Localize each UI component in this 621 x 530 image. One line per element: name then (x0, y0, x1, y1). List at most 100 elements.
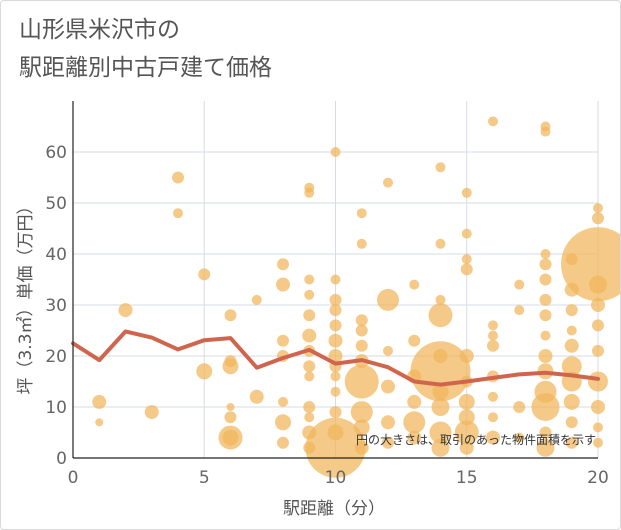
data-point (277, 334, 289, 347)
data-point (514, 279, 525, 290)
y-axis-label: 坪（3.3㎡）単価（万円） (16, 197, 36, 394)
data-point (591, 298, 605, 312)
data-point (277, 436, 289, 449)
data-point (344, 364, 379, 399)
data-point (304, 371, 315, 382)
data-point (277, 258, 289, 271)
data-point (540, 249, 551, 259)
chart-title-line2: 駅距離別中古戸建て価格 (19, 55, 272, 81)
data-point (303, 309, 316, 322)
data-point (565, 416, 578, 429)
data-point (329, 319, 342, 332)
data-point (354, 440, 369, 455)
data-point (410, 341, 471, 402)
data-point (328, 333, 343, 348)
data-point (593, 203, 603, 214)
data-point (198, 268, 211, 281)
data-point (275, 414, 291, 431)
data-point (356, 208, 367, 219)
data-point (539, 309, 552, 322)
data-point (330, 371, 341, 382)
data-point (539, 258, 552, 271)
data-point (428, 303, 453, 328)
data-point (540, 330, 551, 341)
tick-labels: 0 5 10 15 20 0 10 20 30 40 50 60 (45, 143, 608, 488)
data-point (304, 289, 315, 300)
data-point (564, 338, 579, 353)
data-point (328, 349, 343, 363)
data-point (593, 422, 603, 433)
data-point (304, 274, 315, 285)
data-point (539, 273, 552, 286)
y-tick-label: 0 (56, 449, 67, 469)
data-point (403, 411, 426, 434)
data-point (539, 426, 552, 439)
x-axis-label: 駅距離（分） (283, 499, 385, 519)
data-point (514, 432, 525, 443)
data-point (429, 421, 452, 444)
data-point (454, 420, 479, 445)
data-point (407, 394, 422, 409)
data-point (461, 228, 472, 239)
data-point (592, 344, 604, 357)
data-point (592, 212, 604, 225)
data-point (330, 274, 341, 285)
data-point (593, 437, 603, 448)
data-point (488, 330, 498, 341)
y-tick-label: 10 (45, 398, 67, 418)
data-point (304, 412, 315, 423)
data-point (224, 309, 237, 322)
data-point (539, 293, 552, 306)
x-tick-label: 20 (587, 468, 609, 488)
data-point (435, 162, 446, 173)
data-point (330, 147, 341, 157)
data-point (353, 419, 370, 436)
data-point (383, 177, 393, 188)
data-point (249, 389, 264, 404)
data-point (513, 401, 526, 413)
trend-line-layer (71, 329, 600, 387)
data-point (304, 187, 315, 198)
data-point (534, 380, 557, 403)
data-point (381, 379, 395, 394)
data-point (381, 415, 395, 430)
data-point (355, 339, 368, 352)
data-point (383, 345, 393, 356)
data-point (540, 126, 551, 137)
data-point (588, 371, 608, 392)
data-point (377, 288, 399, 311)
data-point (329, 406, 342, 419)
data-point (564, 282, 579, 297)
data-point (118, 303, 133, 318)
data-point (458, 409, 475, 426)
data-point (488, 391, 498, 402)
data-point (409, 279, 420, 290)
y-tick-label: 40 (45, 245, 67, 265)
data-point (303, 401, 316, 413)
y-tick-label: 30 (45, 296, 67, 316)
data-point (487, 339, 499, 352)
data-point (538, 349, 553, 363)
data-point (431, 398, 450, 416)
data-point (222, 429, 239, 446)
y-tick-label: 50 (45, 194, 67, 214)
data-point (458, 393, 475, 410)
data-point (460, 263, 473, 276)
data-point (592, 319, 604, 332)
data-point (461, 254, 472, 265)
data-point (224, 355, 237, 368)
y-tick-label: 60 (45, 143, 67, 163)
data-point (251, 294, 262, 305)
data-point (459, 349, 474, 363)
data-points (92, 116, 620, 478)
data-point (435, 294, 446, 305)
chart-title-line1: 山形県米沢市の (19, 17, 180, 43)
data-point (302, 328, 317, 343)
data-point (407, 430, 422, 445)
data-point (561, 356, 582, 377)
data-point (488, 116, 498, 127)
data-point (303, 360, 316, 373)
data-point (330, 386, 341, 397)
